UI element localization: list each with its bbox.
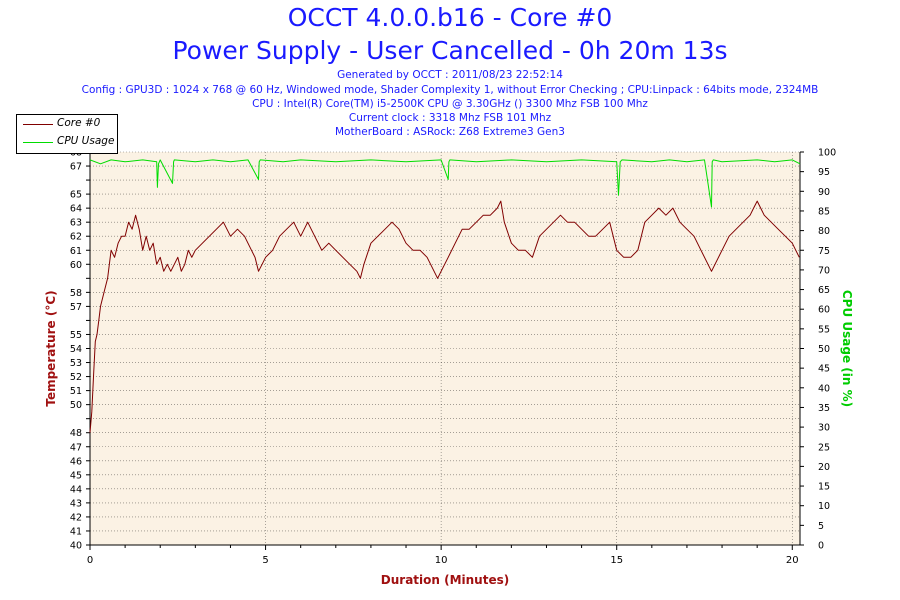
axes: 4041424344454647485051525354555758606162… (70, 148, 836, 567)
y2-tick-label: 65 (818, 285, 830, 296)
y2-tick-label: 35 (818, 403, 830, 414)
y2-tick-label: 45 (818, 364, 830, 375)
y-tick-label: 67 (70, 162, 82, 173)
y-tick-label: 54 (70, 344, 82, 355)
y2-tick-label: 15 (818, 482, 830, 493)
y2-tick-label: 95 (818, 167, 830, 178)
y2-tick-label: 25 (818, 442, 830, 453)
clock-info: Current clock : 3318 Mhz FSB 101 Mhz (348, 112, 552, 124)
x-tick-label: 0 (87, 555, 93, 566)
x-tick-label: 20 (786, 555, 799, 566)
config-info: Config : GPU3D : 1024 x 768 @ 60 Hz, Win… (81, 84, 819, 96)
y-tick-label: 44 (70, 484, 82, 495)
motherboard-info: MotherBoard : ASRock: Z68 Extreme3 Gen3 (335, 126, 565, 138)
y2-axis-label: CPU Usage (in %) (840, 290, 854, 407)
y-tick-label: 53 (70, 358, 82, 369)
y2-tick-label: 100 (818, 148, 836, 159)
x-tick-label: 5 (262, 555, 268, 566)
y-tick-label: 50 (70, 400, 82, 411)
y-tick-label: 62 (70, 232, 82, 243)
y2-tick-label: 0 (818, 541, 824, 552)
y-tick-label: 43 (70, 498, 82, 509)
legend: Core #0 CPU Usage (16, 114, 118, 154)
chart-subtitle: Power Supply - User Cancelled - 0h 20m 1… (172, 36, 728, 65)
legend-item-cpu-usage: CPU Usage (17, 134, 117, 151)
y2-tick-label: 50 (818, 344, 830, 355)
y-tick-label: 63 (70, 218, 82, 229)
y-axis-label: Temperature (°C) (44, 290, 58, 406)
y2-tick-label: 90 (818, 187, 830, 198)
series-line-cpu-usage (89, 159, 801, 208)
y2-tick-label: 10 (818, 501, 830, 512)
y-tick-label: 46 (70, 456, 82, 467)
legend-label-core0: Core #0 (57, 117, 101, 129)
x-tick-label: 15 (610, 555, 623, 566)
y2-tick-label: 30 (818, 423, 830, 434)
y2-tick-label: 70 (818, 265, 830, 276)
y-tick-label: 52 (70, 372, 82, 383)
y-tick-label: 45 (70, 470, 82, 481)
legend-item-core0: Core #0 (17, 116, 117, 133)
y-tick-label: 40 (70, 541, 82, 552)
y-tick-label: 41 (70, 526, 82, 537)
legend-swatch-cpu-usage (23, 142, 53, 143)
y2-tick-label: 60 (818, 305, 830, 316)
y-tick-label: 61 (70, 246, 82, 257)
y-tick-label: 51 (70, 386, 82, 397)
cpu-info: CPU : Intel(R) Core(TM) i5-2500K CPU @ 3… (252, 98, 648, 110)
series (89, 159, 801, 433)
chart-title: OCCT 4.0.0.b16 - Core #0 (287, 3, 613, 32)
y-tick-label: 60 (70, 260, 82, 271)
series-line-core0 (89, 200, 800, 433)
legend-swatch-core0 (23, 124, 53, 125)
y2-tick-label: 20 (818, 462, 830, 473)
y-tick-label: 58 (70, 288, 82, 299)
generated-info: Generated by OCCT : 2011/08/23 22:52:14 (337, 69, 563, 81)
y2-tick-label: 40 (818, 383, 830, 394)
y2-tick-label: 55 (818, 324, 830, 335)
x-axis-label: Duration (Minutes) (381, 573, 509, 587)
y-tick-label: 57 (70, 302, 82, 313)
legend-label-cpu-usage: CPU Usage (57, 135, 115, 147)
y-tick-label: 47 (70, 442, 82, 453)
y2-tick-label: 85 (818, 206, 830, 217)
x-tick-label: 10 (435, 555, 448, 566)
y-tick-label: 65 (70, 190, 82, 201)
y-tick-label: 64 (70, 204, 82, 215)
y2-tick-label: 75 (818, 246, 830, 257)
y2-tick-label: 5 (818, 521, 824, 532)
y2-tick-label: 80 (818, 226, 830, 237)
y-tick-label: 48 (70, 428, 82, 439)
y-tick-label: 42 (70, 512, 82, 523)
y-tick-label: 55 (70, 330, 82, 341)
